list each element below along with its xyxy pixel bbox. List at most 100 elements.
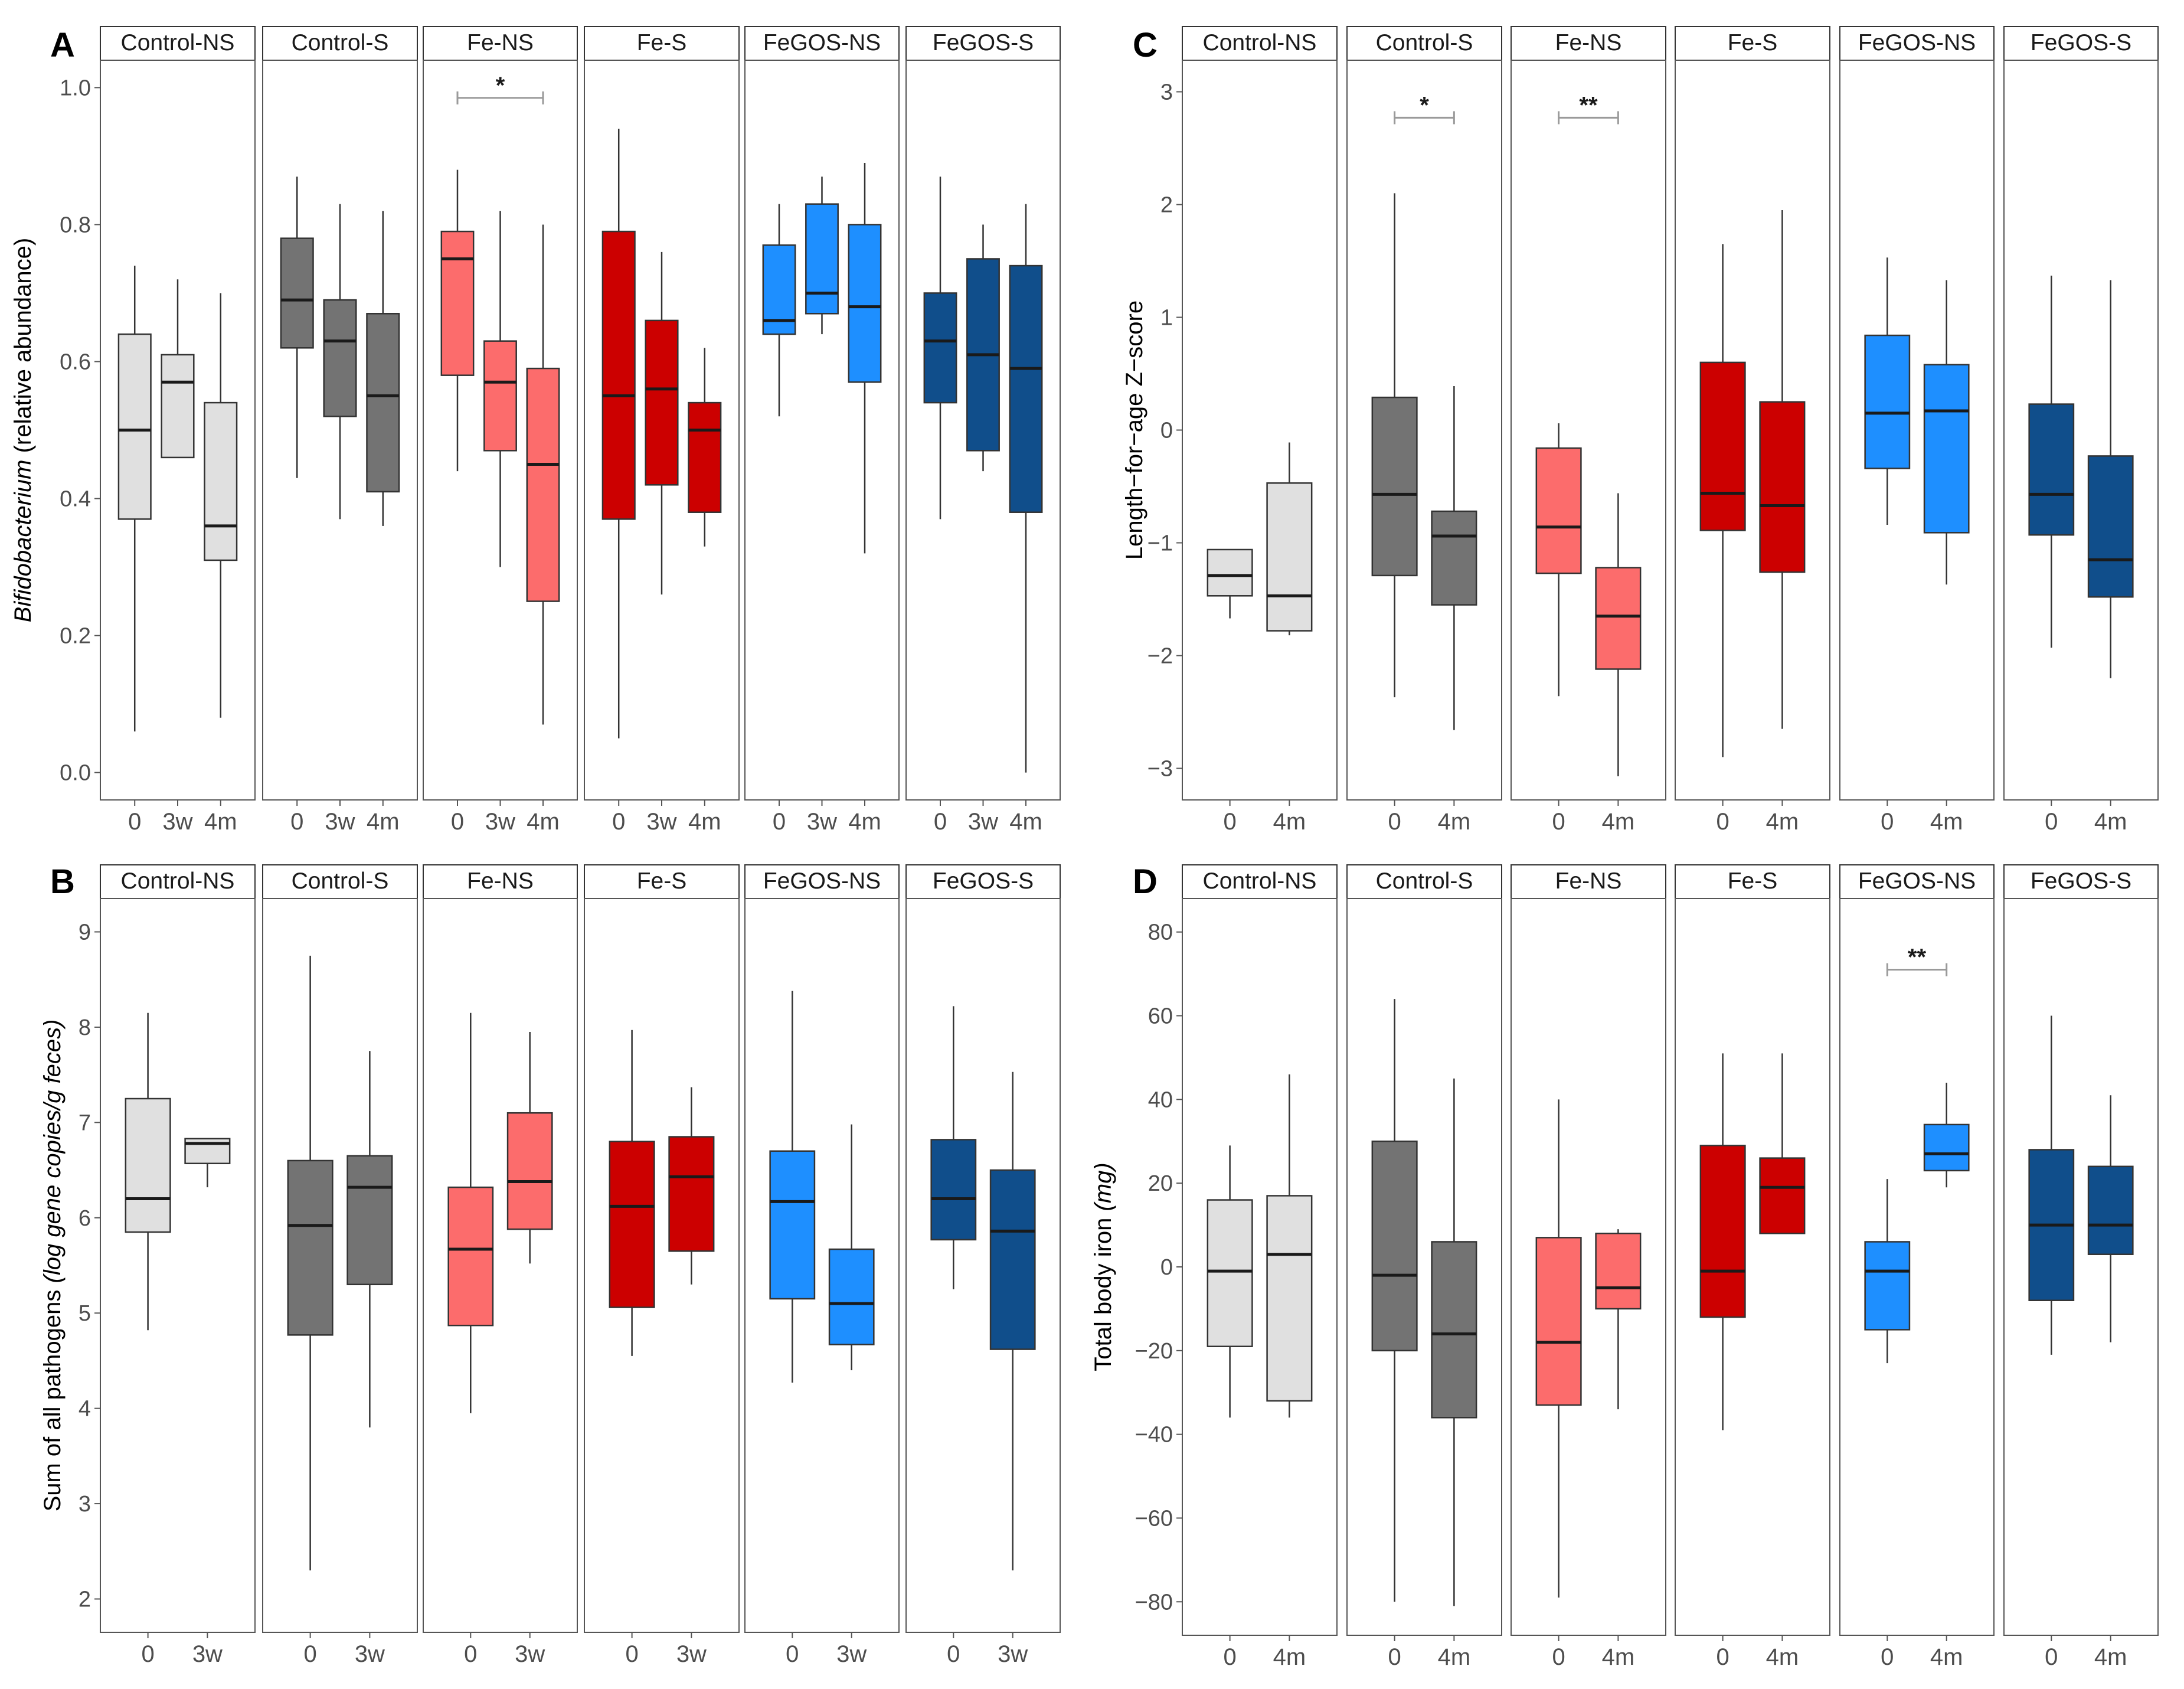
box-0: 0 [2028,275,2075,835]
x-tick-label: 0 [625,1641,638,1667]
x-tick-label: 0 [1388,1644,1401,1670]
x-tick-label: 0 [290,809,303,835]
box-body [1266,1195,1313,1402]
facet-control-s: Control-S 0 4m * [1346,26,1502,835]
facet-strip [584,26,740,61]
x-tick-label: 3w [807,809,837,835]
box-body [1699,1145,1746,1318]
box-0: 0 [1864,1179,1911,1670]
y-tick-label: −1 [1147,531,1173,556]
box-body [1864,334,1911,469]
y-tick-label: 80 [1148,920,1173,945]
y-tick-label: 3 [1160,80,1173,104]
x-tick-label: 0 [773,809,786,835]
x-tick-label: 3w [355,1641,385,1667]
x-tick-label: 4m [1602,809,1635,835]
facet-strip-label: Control-NS [121,868,235,894]
box-body [483,340,517,452]
x-tick-label: 4m [2094,1644,2127,1670]
y-tick-label: 2 [79,1587,91,1612]
facet-strip [905,864,1061,899]
facet-strip-label: FeGOS-NS [763,868,881,894]
box-body [323,299,357,417]
x-tick-label: 0 [1716,809,1729,835]
box-body [1207,548,1253,597]
x-tick-label: 4m [1438,809,1471,835]
x-tick-label: 0 [612,809,625,835]
facet-plot-area [100,898,256,1633]
x-tick-label: 4m [1273,1644,1306,1670]
box-body [1371,1141,1418,1352]
y-tick-label: 8 [79,1015,91,1040]
y-tick-label: 1 [1160,305,1173,330]
panel-letter: A [50,26,75,64]
facet-strip [423,26,578,61]
facet-strip [744,26,900,61]
box-body [1759,1157,1806,1234]
sig-label: * [496,73,505,99]
panel-letter: B [50,863,75,901]
y-tick-label: −3 [1147,757,1173,782]
facet-plot-area [1675,60,1830,801]
box-body [1431,510,1477,606]
box-4m: 4m [366,211,400,835]
box-body [609,1141,655,1308]
box-4m: 4m [1266,442,1313,835]
box-body [930,1139,977,1241]
facet-plot-area [905,898,1061,1633]
y-tick-label: 40 [1148,1087,1173,1112]
box-body [1923,1123,1970,1172]
facet-fe-s: Fe-S 0 4m [1675,26,1830,835]
x-tick-label: 0 [2045,809,2058,835]
box-0: 0 [287,955,334,1667]
box-body [1431,1241,1477,1419]
box-4m: 4m [526,224,560,835]
facet-strip-label: FeGOS-S [933,30,1034,55]
significance-bracket: ** [1886,945,1948,976]
y-axis-title: Sum of all pathogens (log gene copies/g … [40,1020,66,1512]
box-0: 0 [769,991,816,1667]
box-0: 0 [1864,257,1911,835]
box-body [440,230,475,376]
box-body [989,1169,1036,1350]
facet-strip [1346,26,1502,61]
x-tick-label: 0 [141,1641,154,1667]
facet-fegos-ns: FeGOS-NS 0 3w 4m [744,26,900,835]
box-body [805,203,839,315]
facet-fe-ns: Fe-NS 0 3w [423,864,578,1667]
x-tick-label: 3w [325,809,355,835]
box-0: 0 [609,1030,655,1667]
facet-strip [1675,26,1830,61]
facet-control-ns: Control-NS 0 4m [1182,26,1338,835]
facet-strip-label: Control-NS [121,30,235,55]
box-4m: 4m [1759,210,1806,835]
x-tick-label: 0 [1223,809,1236,835]
facet-strip [1182,26,1338,61]
facet-plot-area [1511,898,1666,1636]
y-axis-title: Total body iron (mg) [1090,1162,1116,1371]
x-tick-label: 4m [1766,1644,1799,1670]
facet-control-ns: Control-NS 0 3w [100,864,256,1667]
box-body [688,401,722,513]
x-tick-label: 0 [464,1641,477,1667]
box-4m: 4m [1923,280,1970,835]
box-body [1923,364,1970,534]
box-4m: 4m [1009,204,1043,835]
x-tick-label: 4m [1009,809,1042,835]
y-tick-label: 0.4 [60,487,91,512]
facet-strip-label: Fe-NS [1555,868,1622,894]
x-tick-label: 4m [204,809,237,835]
x-tick-label: 0 [1388,809,1401,835]
panel-B: B Sum of all pathogens (log gene copies/g… [40,863,1061,1667]
facet-fegos-s: FeGOS-S 0 3w [905,864,1061,1667]
y-tick-label: 9 [79,920,91,945]
x-tick-label: 0 [947,1641,960,1667]
facet-fegos-ns: FeGOS-NS 0 3w [744,864,900,1667]
facet-fe-ns: Fe-NS 0 4m [1511,864,1666,1670]
box-body [828,1248,875,1345]
y-axis-title-plain: Total body iron [1090,1211,1116,1371]
box-body [161,354,195,459]
facet-plot-area [423,898,578,1633]
facet-strip-label: FeGOS-NS [763,30,881,55]
